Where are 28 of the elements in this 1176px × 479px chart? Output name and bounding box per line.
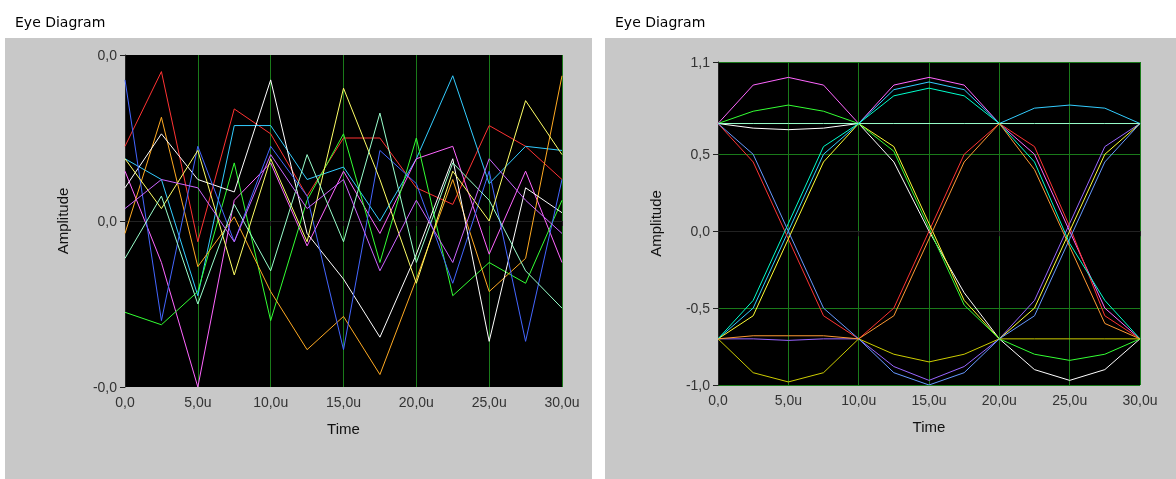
y-tick-label: 0,0 bbox=[690, 223, 711, 240]
x-tick-label: 5,0u bbox=[184, 394, 212, 410]
y-axis-title: Amplitude bbox=[647, 190, 664, 257]
x-tick-label: 30,0u bbox=[1122, 392, 1158, 408]
y-tick-label: 0,0 bbox=[97, 213, 118, 229]
y-axis-title: Amplitude bbox=[54, 187, 71, 255]
y-tick-label: 1,1 bbox=[690, 54, 711, 70]
y-tick-label: -1,0 bbox=[685, 377, 711, 393]
x-tick-label: 25,0u bbox=[1052, 392, 1088, 408]
chart-title: Eye Diagram bbox=[615, 14, 706, 30]
y-tick-label: 0,5 bbox=[690, 146, 711, 163]
x-tick-label: 25,0u bbox=[471, 394, 507, 410]
y-tick-label: 0,0 bbox=[97, 47, 118, 63]
y-tick-label: -0,0 bbox=[92, 379, 118, 395]
x-tick-label: 20,0u bbox=[398, 394, 434, 410]
x-tick-label: 15,0u bbox=[911, 392, 947, 408]
x-tick-label: 10,0u bbox=[841, 392, 877, 408]
x-tick-label: 5,0u bbox=[774, 392, 802, 408]
x-axis-title: Time bbox=[912, 418, 946, 435]
x-tick-label: 0,0 bbox=[708, 392, 728, 408]
x-tick-label: 15,0u bbox=[325, 394, 362, 410]
y-tick-label: -0,5 bbox=[685, 300, 711, 317]
x-tick-label: 20,0u bbox=[981, 392, 1017, 408]
x-axis-title: Time bbox=[327, 420, 360, 437]
x-tick-label: 0,0 bbox=[115, 394, 135, 410]
chart-title: Eye Diagram bbox=[15, 14, 106, 30]
x-tick-label: 10,0u bbox=[253, 394, 289, 410]
x-tick-label: 30,0u bbox=[544, 394, 580, 410]
